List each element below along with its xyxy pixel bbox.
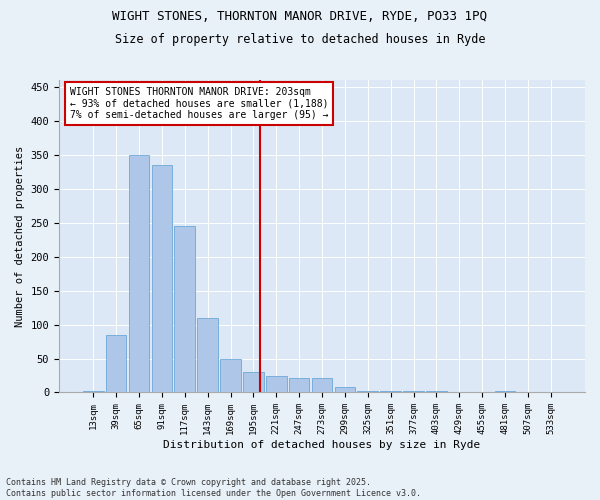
- X-axis label: Distribution of detached houses by size in Ryde: Distribution of detached houses by size …: [163, 440, 481, 450]
- Bar: [243, 372, 263, 392]
- Bar: [289, 378, 310, 392]
- Text: WIGHT STONES THORNTON MANOR DRIVE: 203sqm
← 93% of detached houses are smaller (: WIGHT STONES THORNTON MANOR DRIVE: 203sq…: [70, 86, 328, 120]
- Text: Contains HM Land Registry data © Crown copyright and database right 2025.
Contai: Contains HM Land Registry data © Crown c…: [6, 478, 421, 498]
- Bar: [220, 358, 241, 392]
- Bar: [380, 391, 401, 392]
- Bar: [266, 376, 287, 392]
- Bar: [197, 318, 218, 392]
- Text: Size of property relative to detached houses in Ryde: Size of property relative to detached ho…: [115, 32, 485, 46]
- Bar: [175, 226, 195, 392]
- Bar: [358, 391, 378, 392]
- Text: WIGHT STONES, THORNTON MANOR DRIVE, RYDE, PO33 1PQ: WIGHT STONES, THORNTON MANOR DRIVE, RYDE…: [113, 10, 487, 23]
- Bar: [335, 387, 355, 392]
- Y-axis label: Number of detached properties: Number of detached properties: [15, 146, 25, 327]
- Bar: [426, 391, 447, 392]
- Bar: [403, 391, 424, 392]
- Bar: [128, 155, 149, 392]
- Bar: [106, 335, 127, 392]
- Bar: [83, 391, 104, 392]
- Bar: [312, 378, 332, 392]
- Bar: [495, 391, 515, 392]
- Bar: [152, 166, 172, 392]
